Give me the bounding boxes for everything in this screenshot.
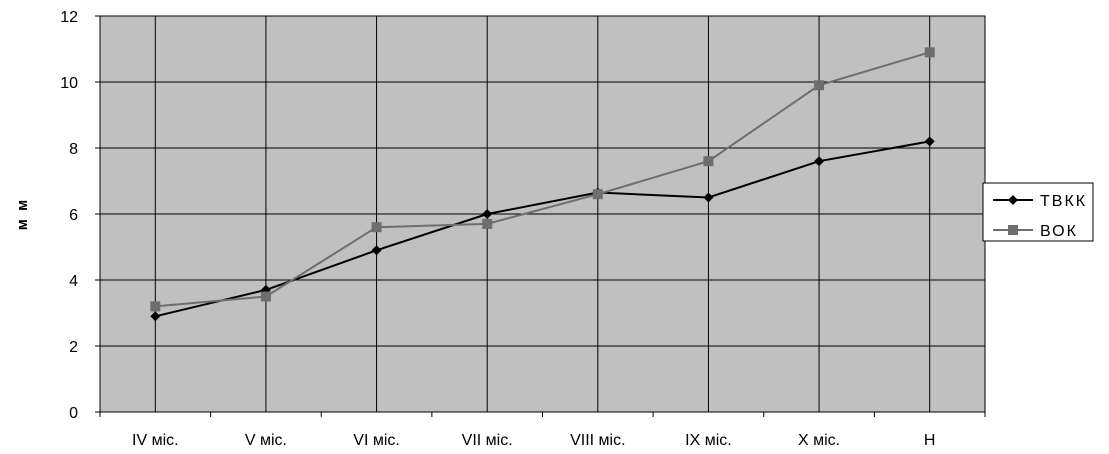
data-point xyxy=(150,311,161,322)
y-tick-label: 6 xyxy=(69,207,78,224)
axes xyxy=(95,15,986,417)
data-point xyxy=(703,156,714,167)
data-point xyxy=(260,291,271,302)
x-tick-label: VIII міс. xyxy=(570,432,625,449)
series-line xyxy=(155,140,930,318)
data-point xyxy=(150,301,161,312)
y-tick-label: 8 xyxy=(69,141,78,158)
x-tick-label: VII міс. xyxy=(462,432,513,449)
legend-label: ВОК xyxy=(1040,223,1078,240)
x-tick-label: IV міс. xyxy=(132,432,179,449)
data-point xyxy=(482,209,493,219)
data-point xyxy=(703,192,714,203)
data-point xyxy=(814,156,825,167)
legend: ТВКК ВОК xyxy=(982,182,1094,242)
x-tick-label: VI міс. xyxy=(353,432,400,449)
x-tick-label: Н xyxy=(924,432,936,449)
legend-label: ТВКК xyxy=(1040,193,1087,210)
series-group xyxy=(150,136,935,322)
series-line xyxy=(155,51,930,308)
x-tick-label: V міс. xyxy=(245,432,287,449)
y-tick-label: 0 xyxy=(69,405,78,422)
series-lines xyxy=(150,47,935,322)
data-point xyxy=(814,80,825,91)
data-point xyxy=(1008,195,1018,205)
data-point xyxy=(924,47,935,58)
y-tick-label: 10 xyxy=(60,75,78,92)
data-point xyxy=(592,189,603,200)
y-tick-label: 12 xyxy=(60,9,78,26)
series-group xyxy=(150,47,935,312)
data-point xyxy=(1008,225,1018,235)
y-tick-label: 2 xyxy=(69,339,78,356)
data-point xyxy=(371,222,382,233)
y-axis-label: м м xyxy=(14,198,31,230)
y-tick-label: 4 xyxy=(69,273,78,290)
x-tick-label: IX міс. xyxy=(685,432,732,449)
data-point xyxy=(482,218,493,229)
data-point xyxy=(371,245,382,256)
y-tick-labels: 0 2 4 6 8 10 12 xyxy=(60,9,78,422)
x-tick-labels: IV міс. V міс. VI міс. VII міс. VIII міс. IX … xyxy=(132,432,935,449)
legend-box xyxy=(982,182,1094,242)
data-point xyxy=(924,136,935,147)
x-tick-label: X міс. xyxy=(798,432,840,449)
